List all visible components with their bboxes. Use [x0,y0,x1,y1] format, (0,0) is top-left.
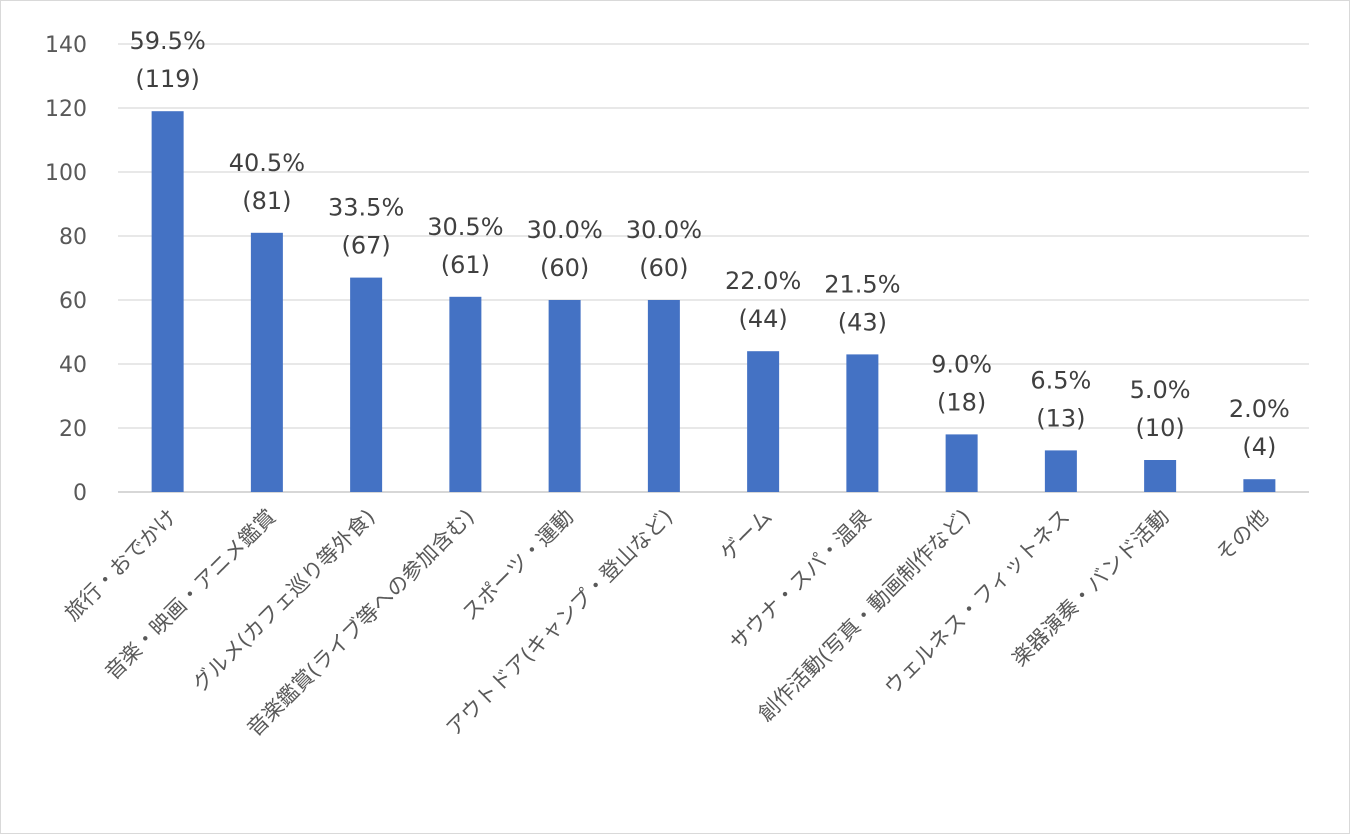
bar-count-label: (44) [738,305,787,333]
bar-count-label: (4) [1242,433,1276,461]
bar [1044,450,1077,492]
bar-count-label: (67) [341,232,390,260]
bar-count-label: (18) [937,388,986,416]
category-label: 創作活動(写真・動画制作など) [754,505,976,727]
bar [1243,479,1276,492]
bar-count-label: (10) [1135,414,1184,442]
bar-percent-label: 2.0% [1229,395,1290,423]
bar-count-label: (81) [242,187,291,215]
data-labels: 59.5% (119) 40.5% (81) 33.5% (67) 30.5% (61) 30.… [130,27,1290,461]
bar-percent-label: 30.5% [427,213,503,241]
bar-percent-label: 40.5% [229,149,305,177]
bar [647,300,680,492]
bar-percent-label: 9.0% [931,350,992,378]
y-tick-label: 100 [45,161,87,186]
bar [449,296,482,492]
bar-percent-label: 30.0% [527,216,603,244]
bar-count-label: (13) [1036,404,1085,432]
bar-percent-label: 21.5% [824,270,900,298]
y-tick-label: 60 [59,289,87,314]
bar-percent-label: 33.5% [328,194,404,222]
category-label: グルメ(カフェ巡り等外食) [188,505,380,697]
bar-percent-label: 6.5% [1030,366,1091,394]
bar-percent-label: 59.5% [130,27,206,55]
bar [250,232,283,493]
bar [548,300,581,492]
category-label: ゲーム [716,505,777,566]
y-tick-label: 120 [45,97,87,122]
bar-count-label: (60) [540,254,589,282]
category-label: ウェルネス・フィットネス [880,505,1075,700]
category-label: その他 [1211,505,1273,567]
bar-count-label: (60) [639,254,688,282]
bar-percent-label: 22.0% [725,267,801,295]
bar [350,277,383,492]
category-labels: 旅行・おでかけ音楽・映画・アニメ鑑賞グルメ(カフェ巡り等外食)音楽鑑賞(ライブ等… [60,505,1273,741]
bar-percent-label: 30.0% [626,216,702,244]
bars [151,111,1276,493]
y-axis-ticks: 0 20 40 60 80 100 120 140 [45,33,87,506]
bar-count-label: (43) [838,308,887,336]
bar [151,111,184,492]
category-label: 音楽・映画・アニメ鑑賞 [100,505,280,685]
bar-count-label: (61) [441,251,490,279]
y-tick-label: 80 [59,225,87,250]
y-tick-label: 20 [59,417,87,442]
bar-count-label: (119) [135,65,200,93]
gridlines [118,43,1309,493]
bar [1144,460,1177,492]
bar [945,434,978,492]
y-tick-label: 0 [73,481,87,506]
y-tick-label: 140 [45,33,87,58]
bar-percent-label: 5.0% [1130,376,1191,404]
bar [747,351,780,492]
y-tick-label: 40 [59,353,87,378]
bar [846,354,879,492]
